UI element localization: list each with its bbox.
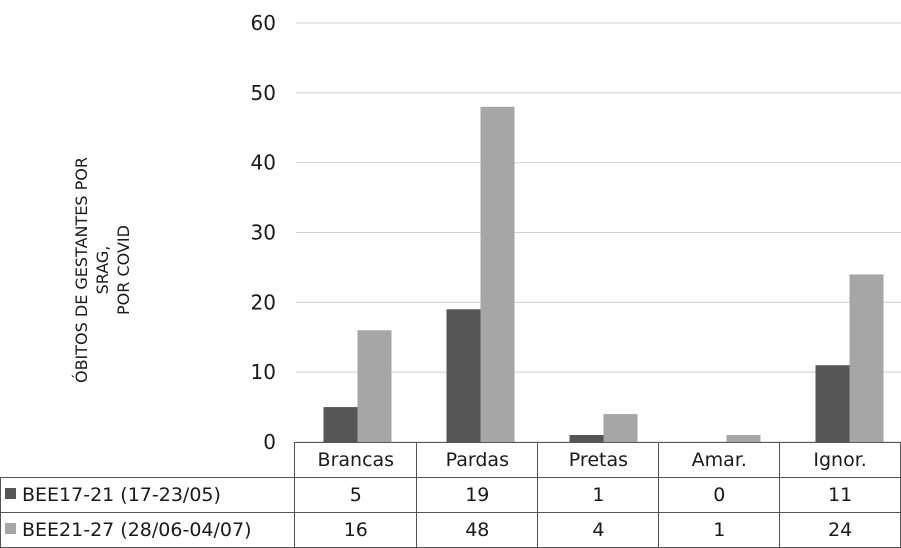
data-table: Brancas Pardas Pretas Amar. Ignor. BEE17… <box>0 442 901 548</box>
data-label: 0 <box>658 477 781 513</box>
bar-2-Brancas <box>357 330 392 442</box>
data-label: 19 <box>416 477 539 513</box>
legend-entry-1: BEE17-21 (17-23/05) <box>0 477 296 513</box>
data-label: 48 <box>416 512 539 548</box>
data-label: 24 <box>779 512 901 548</box>
legend-swatch-2 <box>5 523 16 534</box>
legend-label-1: BEE17-21 (17-23/05) <box>22 484 221 506</box>
bar-1-Ignor. <box>815 365 850 442</box>
y-tick-label: 10 <box>251 360 276 384</box>
category-label: Pretas <box>537 442 660 478</box>
data-label: 5 <box>294 477 418 513</box>
legend-swatch-1 <box>5 488 16 499</box>
data-label: 4 <box>537 512 660 548</box>
category-row: Brancas Pardas Pretas Amar. Ignor. <box>0 442 901 478</box>
category-label: Amar. <box>658 442 781 478</box>
bars <box>323 106 884 443</box>
bar-2-Pardas <box>480 106 515 443</box>
bar-2-Pretas <box>603 414 638 442</box>
y-axis-label-line-1: ÓBITOS DE GESTANTES POR SRAG, <box>71 157 112 384</box>
data-label: 16 <box>294 512 418 548</box>
gridlines <box>296 22 901 443</box>
y-tick-label: 20 <box>251 290 276 314</box>
bar-2-Ignor. <box>849 274 884 442</box>
category-label: Brancas <box>294 442 418 478</box>
category-label: Ignor. <box>779 442 901 478</box>
bar-1-Brancas <box>323 407 358 442</box>
y-tick-label: 40 <box>251 151 276 175</box>
data-label: 1 <box>658 512 781 548</box>
series-row-1: BEE17-21 (17-23/05) 5 19 1 0 11 <box>0 477 901 513</box>
y-axis-label-line-2: POR COVID <box>113 225 133 315</box>
y-tick-label: 30 <box>251 221 276 245</box>
legend-label-2: BEE21-27 (28/06-04/07) <box>22 519 252 541</box>
bar-2-Amar. <box>726 435 761 442</box>
data-label: 11 <box>779 477 901 513</box>
bar-1-Pretas <box>569 435 604 442</box>
y-tick-label: 50 <box>251 81 276 105</box>
data-label: 1 <box>537 477 660 513</box>
category-label: Pardas <box>416 442 539 478</box>
series-row-2: BEE21-27 (28/06-04/07) 16 48 4 1 24 <box>0 512 901 548</box>
y-tick-label: 60 <box>251 11 276 35</box>
legend-entry-2: BEE21-27 (28/06-04/07) <box>0 512 296 548</box>
bar-1-Pardas <box>446 309 481 442</box>
y-axis-label: ÓBITOS DE GESTANTES POR SRAG, POR COVID <box>71 140 133 400</box>
